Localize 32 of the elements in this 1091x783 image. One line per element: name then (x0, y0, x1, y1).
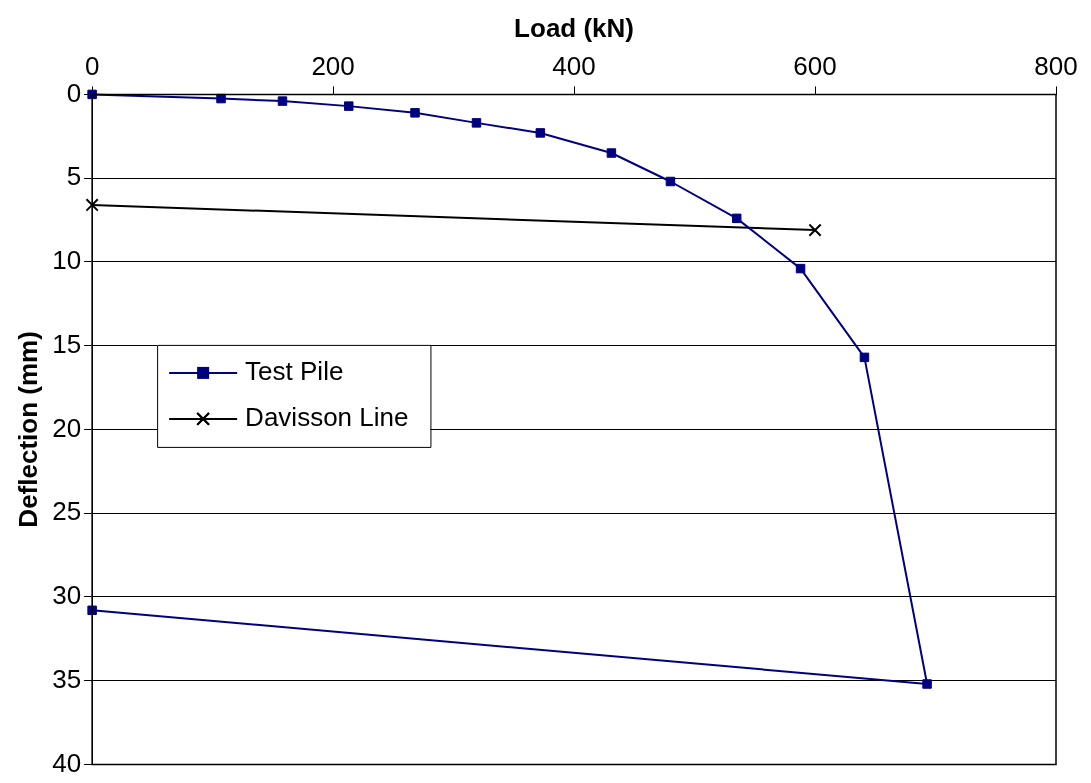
point (731, 213, 742, 224)
point (922, 679, 932, 689)
y-tick-label: 5 (66, 161, 82, 192)
x-tick-label: 800 (1034, 50, 1078, 81)
point (277, 96, 288, 106)
legend-label: Test Pile (245, 356, 344, 387)
y-tick-label: 40 (52, 747, 82, 778)
point (85, 198, 99, 212)
point (410, 108, 420, 118)
x-tick-label: 200 (311, 50, 355, 81)
point (535, 128, 546, 138)
legend-label: Davisson Line (245, 402, 409, 433)
point (344, 101, 354, 111)
point (216, 93, 226, 104)
x-tick-label: 600 (793, 50, 837, 81)
point (859, 352, 870, 363)
y-tick-label: 15 (52, 328, 82, 359)
y-tick-label: 0 (66, 77, 82, 108)
y-tick-label: 10 (52, 245, 82, 276)
y-tick-label: 25 (52, 496, 82, 527)
y-tick-label: 35 (52, 663, 82, 694)
point (471, 118, 482, 128)
y-axis-title: Deflection (mm) (12, 331, 43, 528)
point (808, 223, 822, 237)
point (795, 263, 806, 274)
x-tick-label: 400 (552, 50, 596, 81)
point (87, 605, 97, 616)
point (606, 148, 617, 158)
y-tick-label: 30 (52, 580, 82, 611)
y-tick-label: 20 (52, 412, 82, 443)
point (665, 176, 676, 187)
x-axis-title: Load (kN) (514, 12, 635, 43)
